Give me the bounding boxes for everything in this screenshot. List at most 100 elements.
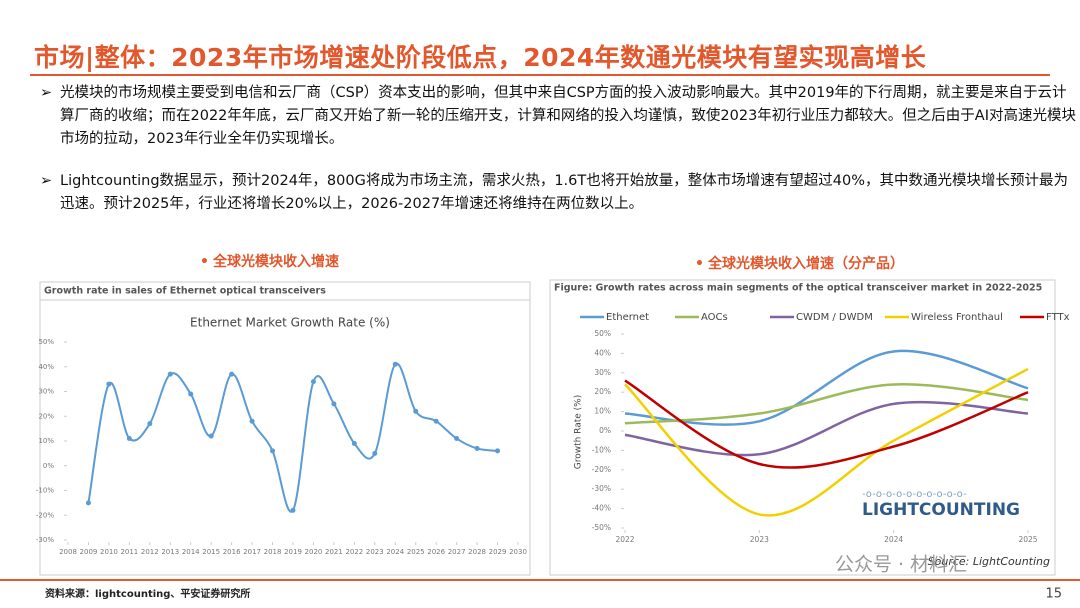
y-tick-label: -30% [592, 484, 611, 493]
page-number: 15 [1045, 587, 1062, 602]
bullet-dot: • [200, 254, 209, 270]
point [270, 448, 276, 454]
bullet: Lightcounting数据显示，预计2024年，800G将成为市场主流，需求… [40, 170, 1080, 216]
x-tick-label: 2025 [407, 548, 425, 556]
x-tick-label: 2013 [161, 548, 179, 556]
x-tick-label: 2028 [468, 548, 486, 556]
point [249, 418, 255, 424]
point [413, 408, 419, 414]
point [495, 448, 501, 454]
legend-label: Ethernet [606, 312, 649, 323]
y-tick-label: -10% [592, 445, 611, 454]
y-tick-label: 50% [594, 329, 611, 338]
y-tick-label: 30% [38, 388, 54, 396]
logo-dots: -o-o-o-o-o-o-o-o-o-o- [862, 489, 967, 500]
line [624, 349, 1029, 426]
y-tick-label: 40% [38, 363, 54, 371]
line [624, 367, 1029, 517]
x-tick-label: 2017 [243, 548, 261, 556]
x-tick-label: 2022 [345, 548, 363, 556]
point [392, 361, 398, 367]
y-tick-label: -10% [36, 487, 54, 495]
legend-label: FTTx [1046, 312, 1070, 323]
bullet: 光模块的市场规模主要受到电信和云厂商（CSP）资本支出的影响，但其中来自CSP方… [40, 82, 1080, 151]
point [474, 445, 480, 451]
x-tick-label: 2019 [284, 548, 302, 556]
y-tick-label: -40% [592, 504, 611, 513]
x-tick-label: 2027 [448, 548, 466, 556]
point [454, 436, 460, 442]
point [372, 450, 378, 456]
point [433, 418, 439, 424]
y-axis-title: Growth Rate (%) [574, 395, 584, 470]
point [126, 436, 132, 442]
x-tick-label: 2021 [325, 548, 343, 556]
y-tick-label: 40% [594, 348, 611, 357]
point [208, 433, 214, 439]
section-title: 全球光模块收入增速（分产品） [707, 255, 904, 272]
x-tick-label: 2026 [427, 548, 445, 556]
x-tick-label: 2025 [1018, 535, 1037, 544]
x-tick-label: 2024 [884, 535, 903, 544]
figure-title: Growth rate in sales of Ethernet optical… [44, 286, 326, 297]
point [188, 391, 194, 397]
x-tick-label: 2009 [80, 548, 98, 556]
point [331, 401, 337, 407]
figure-title: Figure: Growth rates across main segment… [554, 283, 1042, 294]
right-panel [549, 279, 1056, 576]
footer-source: 资料来源：lightcounting、平安证券研究所 [45, 587, 250, 600]
watermark: 公众号 · 材料汇 [835, 554, 967, 576]
y-tick-label: 30% [594, 368, 611, 377]
legend-label: CWDM / DWDM [796, 312, 873, 323]
x-tick-label: 2020 [305, 548, 323, 556]
y-tick-label: 10% [594, 407, 611, 416]
line [624, 382, 1029, 425]
source: Source: LightCounting [928, 555, 1050, 568]
x-tick-label: 2029 [489, 548, 507, 556]
x-tick-label: 2011 [120, 548, 138, 556]
point [85, 500, 91, 506]
x-tick-label: 2008 [59, 548, 77, 556]
section-title: 全球光模块收入增速 [212, 253, 339, 270]
y-tick-label: -20% [36, 511, 54, 519]
logo: LIGHTCOUNTING [862, 500, 1020, 520]
legend-label: Wireless Fronthaul [911, 312, 1003, 323]
x-tick-label: 2016 [223, 548, 241, 556]
chart-title: Ethernet Market Growth Rate (%) [190, 316, 390, 330]
x-tick-label: 2014 [182, 548, 200, 556]
x-tick-label: 2024 [386, 548, 404, 556]
point [290, 507, 296, 513]
point [351, 440, 357, 446]
x-tick-label: 2015 [202, 548, 220, 556]
x-tick-label: 2023 [750, 535, 769, 544]
line [624, 400, 1029, 457]
y-tick-label: 50% [38, 338, 54, 346]
x-tick-label: 2018 [264, 548, 282, 556]
y-tick-label: 20% [38, 412, 54, 420]
y-tick-label: 10% [38, 437, 54, 445]
x-tick-label: 2010 [100, 548, 118, 556]
point [106, 381, 112, 387]
left-plot-frame [39, 299, 531, 576]
y-tick-label: 0% [43, 462, 54, 470]
x-tick-label: 2023 [366, 548, 384, 556]
y-tick-label: -50% [592, 523, 611, 532]
point [310, 379, 316, 385]
x-tick-label: 2022 [615, 535, 634, 544]
point [167, 371, 173, 377]
point [147, 421, 153, 427]
y-tick-label: 20% [594, 387, 611, 396]
line [624, 379, 1029, 469]
bullet-dot: • [695, 256, 704, 272]
x-tick-label: 2030 [509, 548, 527, 556]
point [229, 371, 235, 377]
slide-title: 市场|整体：2023年市场增速处阶段低点，2024年数通光模块有望实现高增长 [34, 43, 927, 72]
legend-label: AOCs [701, 312, 728, 323]
x-tick-label: 2012 [141, 548, 159, 556]
y-tick-label: -30% [36, 536, 54, 544]
title-rule [30, 74, 1050, 76]
y-tick-label: 0% [599, 426, 611, 435]
y-tick-label: -20% [592, 465, 611, 474]
